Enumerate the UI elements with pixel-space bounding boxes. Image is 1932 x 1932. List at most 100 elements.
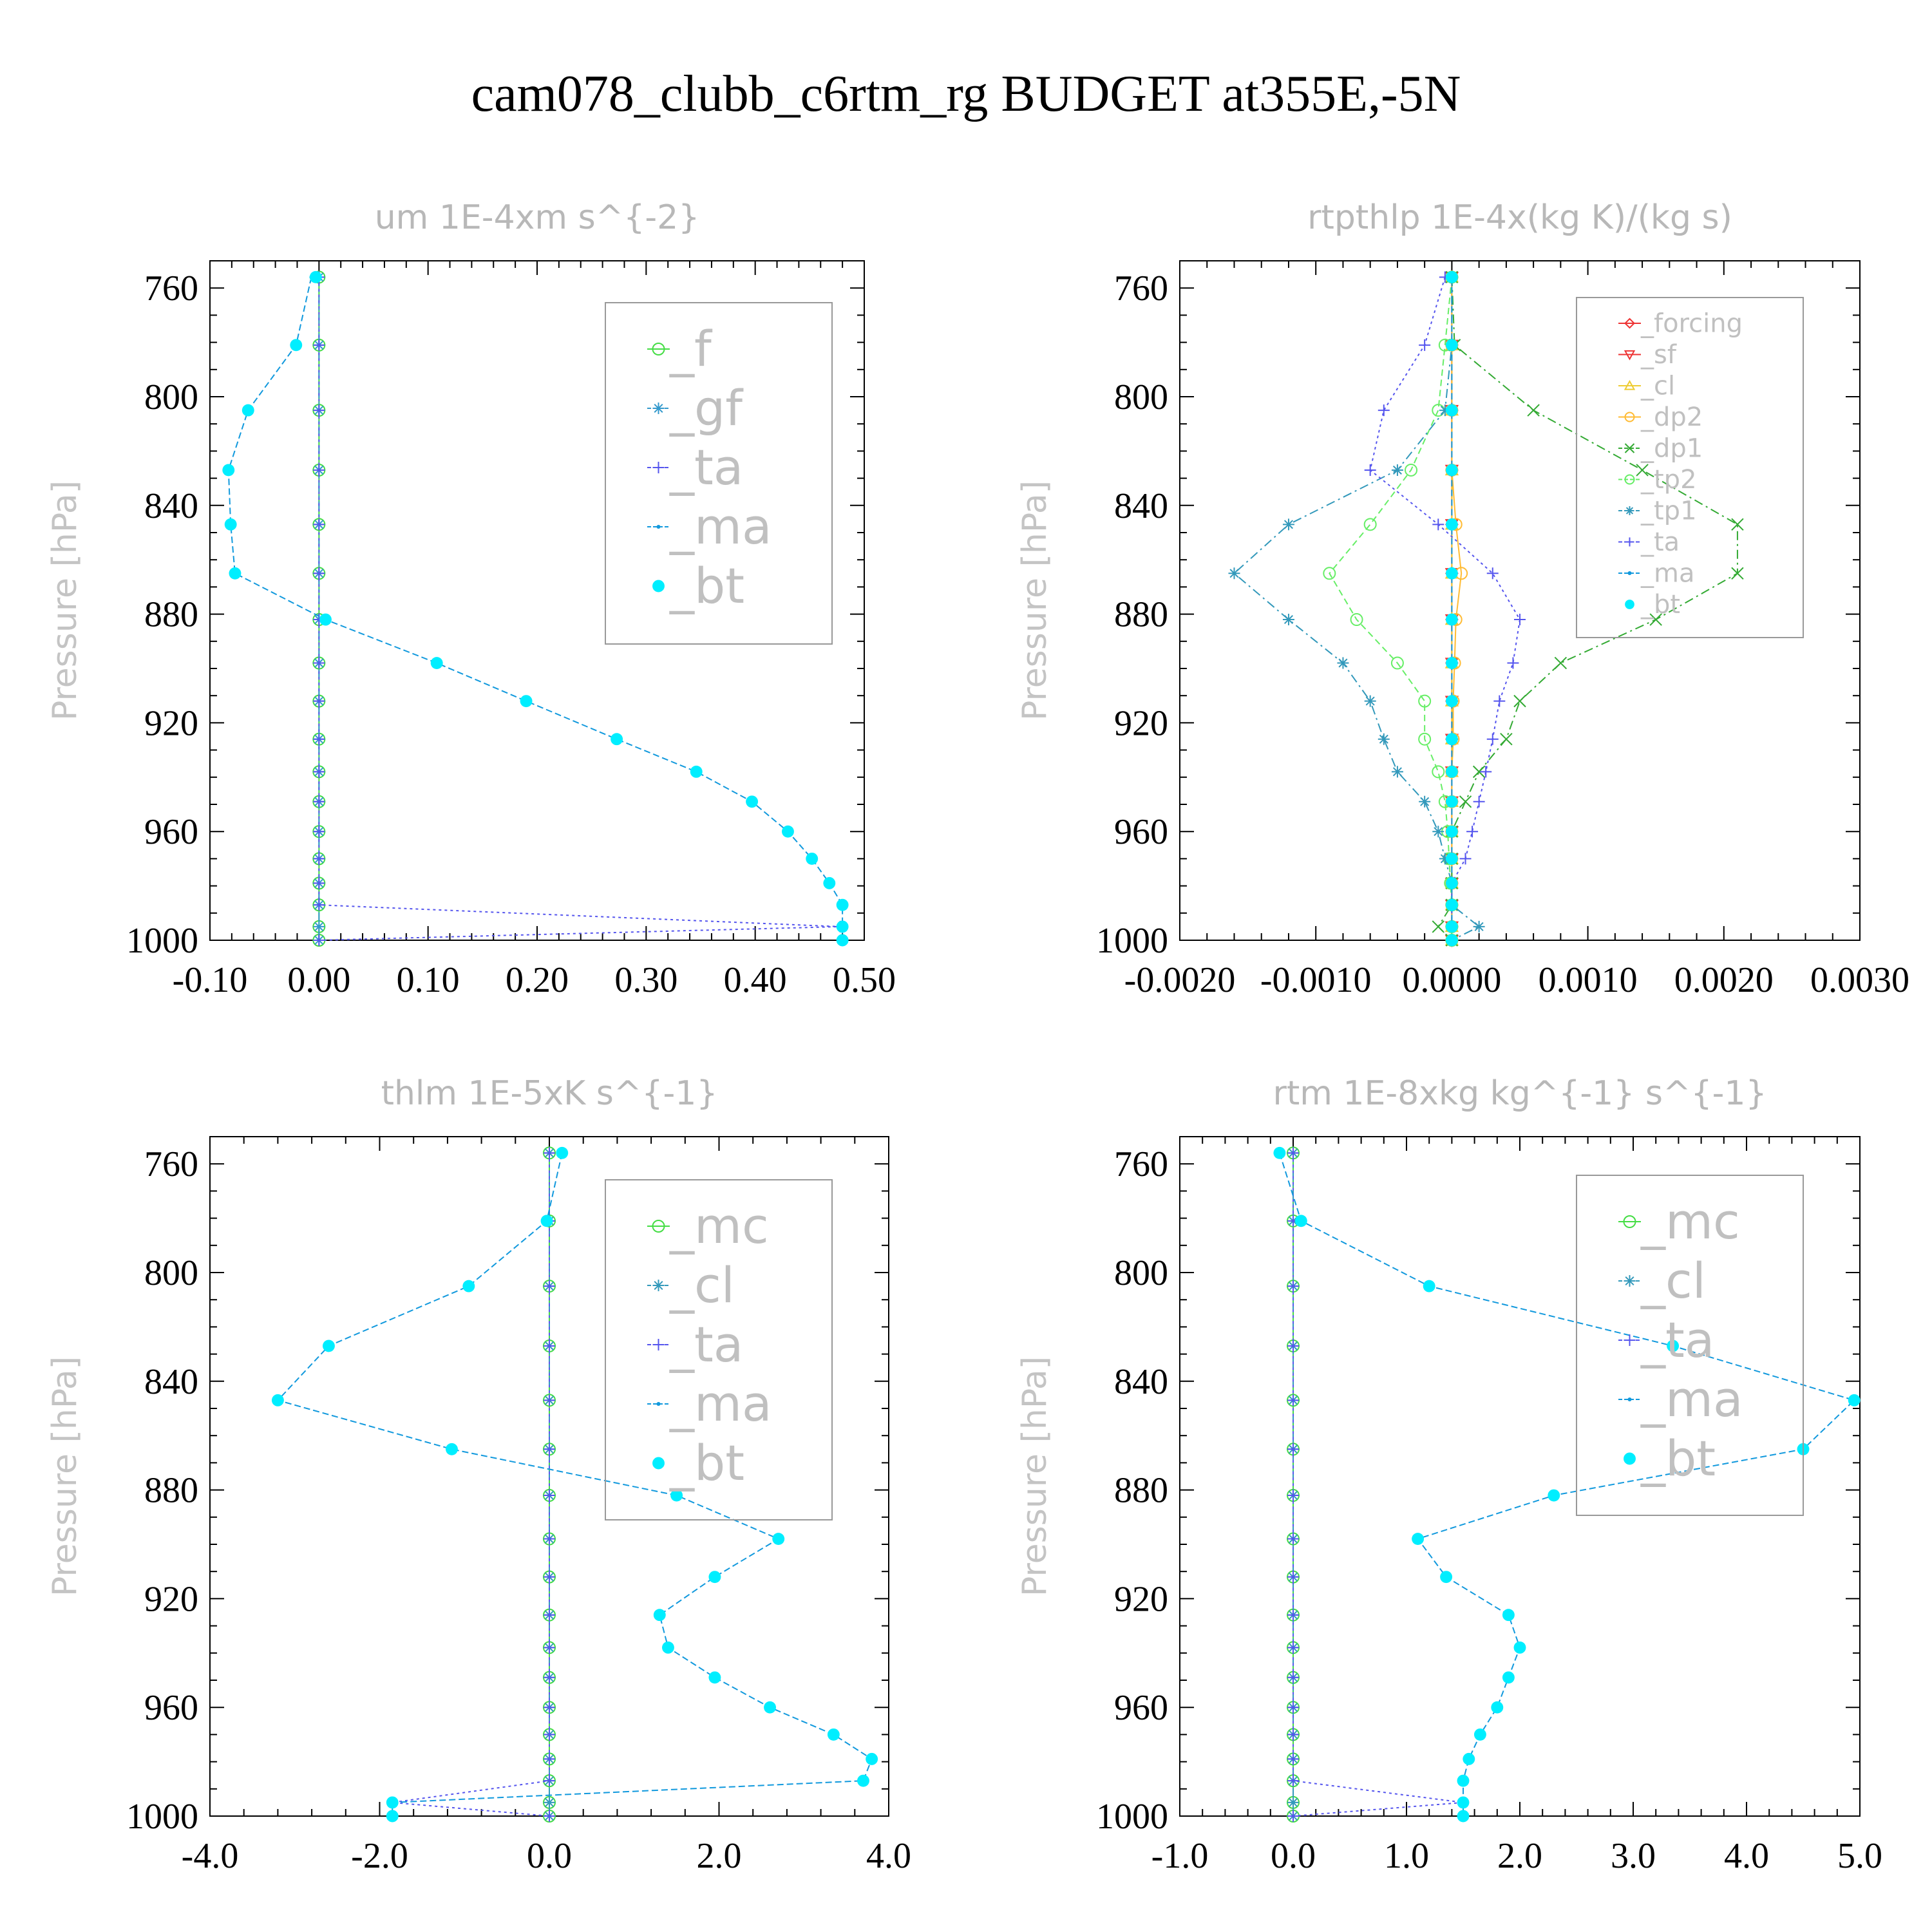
data-point — [544, 1394, 555, 1406]
data-point — [670, 1489, 683, 1502]
y-axis-label: Pressure [hPa] — [46, 480, 84, 721]
data-point — [1445, 934, 1458, 947]
data-point — [313, 567, 325, 580]
data-point — [1287, 1571, 1299, 1583]
x-tick-label: 0.20 — [506, 960, 569, 1000]
y-tick-label: 880 — [1114, 1471, 1168, 1511]
series-line — [1233, 277, 1481, 941]
x-tick-label: 0.30 — [614, 960, 677, 1000]
data-point — [386, 1810, 399, 1823]
y-tick-label: 880 — [1114, 595, 1168, 635]
series-line — [1278, 1153, 1856, 1816]
data-point — [1439, 853, 1451, 865]
y-tick-label: 920 — [1114, 703, 1168, 743]
data-point — [544, 1775, 555, 1787]
data-point — [224, 518, 237, 531]
data-point — [1500, 733, 1513, 746]
chart-panel-3: thlm 1E-5xK s^{-1} Pressure [hPa] 760 800 84… — [46, 1074, 911, 1876]
x-tick-label: 4.0 — [1724, 1836, 1769, 1876]
series-ma — [276, 1151, 874, 1818]
figure-title: cam078_clubb_c6rtm_rg BUDGET at355E,-5N — [471, 66, 1461, 122]
data-point — [1432, 826, 1444, 838]
legend-marker — [1624, 350, 1636, 361]
data-point — [462, 1280, 475, 1293]
plot-frame — [209, 260, 865, 941]
chart-panel-4: rtm 1E-8xkg kg^{-1} s^{-1} Pressure [hPa]… — [1016, 1074, 1882, 1876]
data-point — [1513, 694, 1526, 708]
data-point — [544, 1147, 555, 1159]
data-point — [836, 898, 849, 911]
data-point — [662, 1641, 674, 1654]
legend-marker — [656, 1402, 661, 1406]
data-point — [866, 1752, 878, 1765]
data-point — [857, 1774, 869, 1787]
chart-panel-2: rtpthlp 1E-4x(kg K)/(kg s) Pressure [hPa]… — [1016, 198, 1909, 1000]
data-point — [313, 404, 325, 417]
data-point — [746, 795, 759, 808]
data-point — [323, 1340, 335, 1352]
legend-label: _tp1 — [1640, 497, 1697, 526]
data-point — [313, 920, 325, 933]
data-point — [836, 920, 849, 933]
data-point — [1445, 852, 1458, 865]
x-tick-label: 1.0 — [1384, 1836, 1429, 1876]
legend-label: _cl — [669, 1256, 735, 1314]
legend-marker — [1624, 412, 1635, 422]
data-point — [1473, 1728, 1486, 1741]
data-point — [1459, 795, 1472, 808]
data-point — [1378, 733, 1390, 745]
data-point — [540, 1215, 553, 1227]
legend-label: _bt — [669, 1434, 744, 1492]
data-point — [1363, 518, 1377, 531]
y-tick-label: 960 — [144, 1688, 198, 1728]
series-bt — [222, 270, 849, 947]
data-point — [313, 464, 325, 476]
data-point — [1439, 404, 1451, 417]
data-point — [1445, 404, 1458, 417]
data-point — [1419, 795, 1431, 808]
series-bt — [271, 1146, 878, 1823]
data-point — [1445, 613, 1458, 626]
x-tick-label: 0.50 — [833, 960, 896, 1000]
data-point — [611, 733, 623, 746]
data-point — [1294, 1215, 1307, 1227]
data-point — [1445, 339, 1458, 352]
data-point — [1419, 339, 1431, 351]
data-point — [544, 1701, 555, 1714]
x-tick-label: -0.10 — [173, 960, 248, 1000]
legend-marker — [652, 343, 665, 355]
legend-marker — [1624, 1334, 1636, 1346]
y-tick-label: 1000 — [126, 921, 198, 961]
data-point — [1412, 1533, 1425, 1546]
data-point — [313, 518, 325, 531]
data-point — [1287, 1810, 1299, 1822]
legend-marker — [1627, 571, 1632, 575]
data-point — [1667, 1340, 1680, 1352]
legend-label: _ma — [1640, 559, 1694, 589]
x-tick-label: 0.0020 — [1674, 960, 1774, 1000]
legend-marker — [1624, 1452, 1636, 1465]
legend-marker — [1624, 379, 1636, 390]
series-tp2 — [1323, 270, 1459, 947]
data-point — [1445, 695, 1458, 708]
legend-marker — [1623, 1215, 1636, 1228]
data-point — [313, 339, 325, 351]
data-point — [806, 852, 819, 865]
data-point — [556, 1146, 569, 1159]
panel-title: um 1E-4xm s^{-2} — [375, 198, 700, 237]
series-line — [276, 1153, 873, 1816]
data-point — [1731, 518, 1744, 531]
data-point — [544, 1533, 555, 1545]
data-point — [544, 1642, 555, 1654]
data-point — [823, 876, 836, 889]
panel-title: thlm 1E-5xK s^{-1} — [381, 1074, 718, 1113]
x-tick-label: 0.0 — [527, 1836, 572, 1876]
data-point — [1445, 795, 1458, 808]
y-tick-label: 760 — [144, 269, 198, 308]
series-line — [1329, 277, 1453, 940]
x-tick-label: 4.0 — [866, 1836, 911, 1876]
data-point — [544, 1671, 555, 1683]
y-tick-label: 760 — [144, 1144, 198, 1184]
legend-marker — [1624, 317, 1635, 329]
legend-marker — [1625, 506, 1634, 515]
